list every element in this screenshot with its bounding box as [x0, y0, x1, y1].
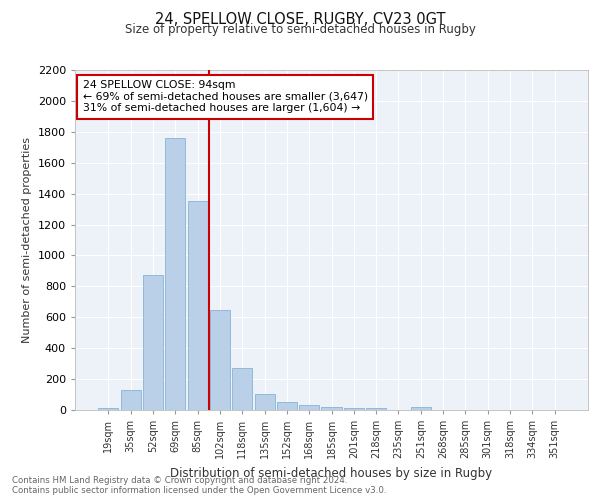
Bar	[366, 408, 386, 410]
Text: 24 SPELLOW CLOSE: 94sqm
← 69% of semi-detached houses are smaller (3,647)
31% of: 24 SPELLOW CLOSE: 94sqm ← 69% of semi-de…	[83, 80, 368, 114]
Bar	[98, 408, 118, 410]
Bar	[188, 202, 208, 410]
Bar	[232, 368, 252, 410]
Bar	[411, 407, 431, 410]
Bar	[143, 275, 163, 410]
X-axis label: Distribution of semi-detached houses by size in Rugby: Distribution of semi-detached houses by …	[170, 466, 493, 479]
Text: Size of property relative to semi-detached houses in Rugby: Size of property relative to semi-detach…	[125, 22, 475, 36]
Bar	[277, 402, 297, 410]
Bar	[165, 138, 185, 410]
Bar	[254, 394, 275, 410]
Bar	[210, 310, 230, 410]
Bar	[322, 407, 341, 410]
Text: 24, SPELLOW CLOSE, RUGBY, CV23 0GT: 24, SPELLOW CLOSE, RUGBY, CV23 0GT	[155, 12, 445, 28]
Bar	[299, 406, 319, 410]
Bar	[344, 408, 364, 410]
Y-axis label: Number of semi-detached properties: Number of semi-detached properties	[22, 137, 32, 343]
Bar	[121, 390, 141, 410]
Text: Contains HM Land Registry data © Crown copyright and database right 2024.
Contai: Contains HM Land Registry data © Crown c…	[12, 476, 386, 495]
